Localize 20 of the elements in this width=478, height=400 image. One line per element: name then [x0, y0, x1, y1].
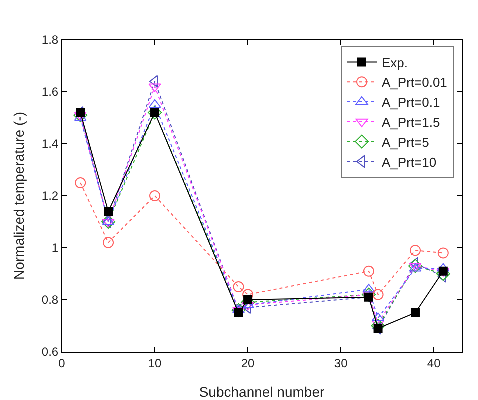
legend-label: Exp.	[382, 55, 408, 70]
y-axis-title: Normalized temperature (-)	[11, 112, 27, 280]
y-tick-label: 1	[52, 241, 59, 256]
x-tick-label: 40	[427, 356, 442, 370]
legend-label: A_Prt=0.1	[382, 95, 440, 110]
y-tick-label: 1.6	[42, 85, 59, 100]
legend-label: A_Prt=1.5	[382, 114, 440, 130]
y-tick-label: 0.6	[42, 345, 59, 360]
y-tick-label: 1.8	[42, 33, 59, 48]
x-tick-label: 30	[334, 356, 348, 370]
y-tick-label: 1.4	[42, 137, 59, 152]
y-tick-label: 0.8	[42, 293, 59, 308]
y-tick-label: 1.2	[42, 189, 59, 204]
legend-label: A_Prt=5	[382, 134, 430, 150]
x-tick-label: 0	[58, 356, 66, 370]
legend-label: A_Prt=0.01	[382, 75, 448, 90]
x-tick-label: 20	[241, 356, 256, 370]
legend-label: A_Prt=10	[382, 154, 437, 170]
x-axis-title: Subchannel number	[199, 384, 325, 400]
x-tick-label: 10	[148, 356, 162, 370]
